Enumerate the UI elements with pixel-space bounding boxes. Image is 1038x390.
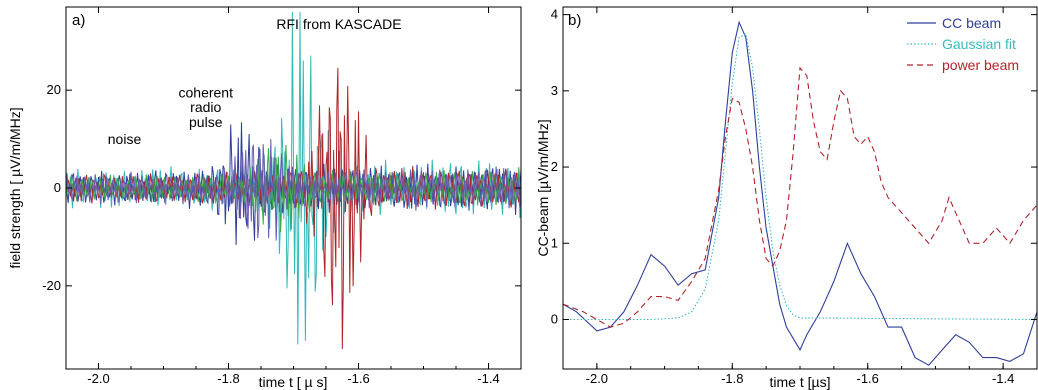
- panel-b-ytick-label: 0: [551, 311, 558, 326]
- panel-b-ytick-label: 2: [551, 159, 558, 174]
- panel-b-series-line: [562, 66, 1038, 328]
- panel-a-label: a): [72, 12, 85, 29]
- panel-a-trace-line: [65, 144, 522, 233]
- panel-a-annotation: noise: [108, 131, 142, 147]
- panel-b-series-line: [563, 32, 1038, 321]
- panel-b-legend: CC beam Gaussian fit power beam: [907, 15, 1019, 73]
- panel-b-xtick-label: -1.4: [992, 371, 1014, 386]
- panel-a-trace-line: [65, 138, 522, 241]
- panel-a-annotation: pulse: [189, 114, 223, 130]
- panel-a-xtick-label: -1.8: [217, 371, 239, 386]
- panel-b-series-line: [562, 20, 1038, 366]
- panel-a-ylabel: field strength [ µV/m/MHz]: [7, 107, 23, 268]
- panel-b-xtick-label: -1.6: [857, 371, 879, 386]
- panel-a-annotation: radio: [190, 99, 221, 115]
- panel-a-xtick-label: -1.6: [347, 371, 369, 386]
- panel-a-ytick-label: 20: [47, 82, 61, 97]
- panel-a-ytick-label: -20: [42, 278, 61, 293]
- panel-b: -2.0 -1.8 -1.6 -1.4 0 1 2 3 4 b) CC beam Gaussian…: [535, 6, 1038, 390]
- panel-a-ytick-label: 0: [54, 180, 61, 195]
- panel-b-ytick-label: 1: [551, 235, 558, 250]
- panel-a-ticks: -2.0 -1.8 -1.6 -1.4 -20 0 20: [42, 7, 522, 386]
- panel-b-series: [562, 20, 1038, 366]
- panel-b-xtick-label: -2.0: [586, 371, 608, 386]
- panel-b-xlabel: time t [µs]: [770, 374, 831, 390]
- panel-a-annotation: coherent: [179, 85, 234, 101]
- panel-b-label: b): [568, 12, 581, 29]
- panel-a-series: [65, 11, 522, 350]
- panel-b-xtick-label: -1.8: [721, 371, 743, 386]
- panel-b-ylabel: CC-beam [µV/m/MHz]: [535, 119, 551, 256]
- panel-b-ytick-label: 3: [551, 83, 558, 98]
- panel-a: -2.0 -1.8 -1.6 -1.4 -20 0 20 a) noise coherentr…: [7, 6, 522, 390]
- legend-label: Gaussian fit: [942, 36, 1016, 52]
- panel-a-annotation: RFI from KASCADE: [276, 16, 401, 32]
- legend-label: power beam: [942, 57, 1019, 73]
- panel-a-xtick-label: -1.4: [477, 371, 499, 386]
- panel-a-xtick-label: -2.0: [87, 371, 109, 386]
- panel-b-ticks: -2.0 -1.8 -1.6 -1.4 0 1 2 3 4: [551, 7, 1038, 386]
- panel-a-trace-line: [65, 11, 522, 345]
- panel-a-xlabel: time t [ µ s]: [259, 374, 328, 390]
- panel-b-ytick-label: 4: [551, 7, 558, 22]
- legend-label: CC beam: [942, 15, 1001, 31]
